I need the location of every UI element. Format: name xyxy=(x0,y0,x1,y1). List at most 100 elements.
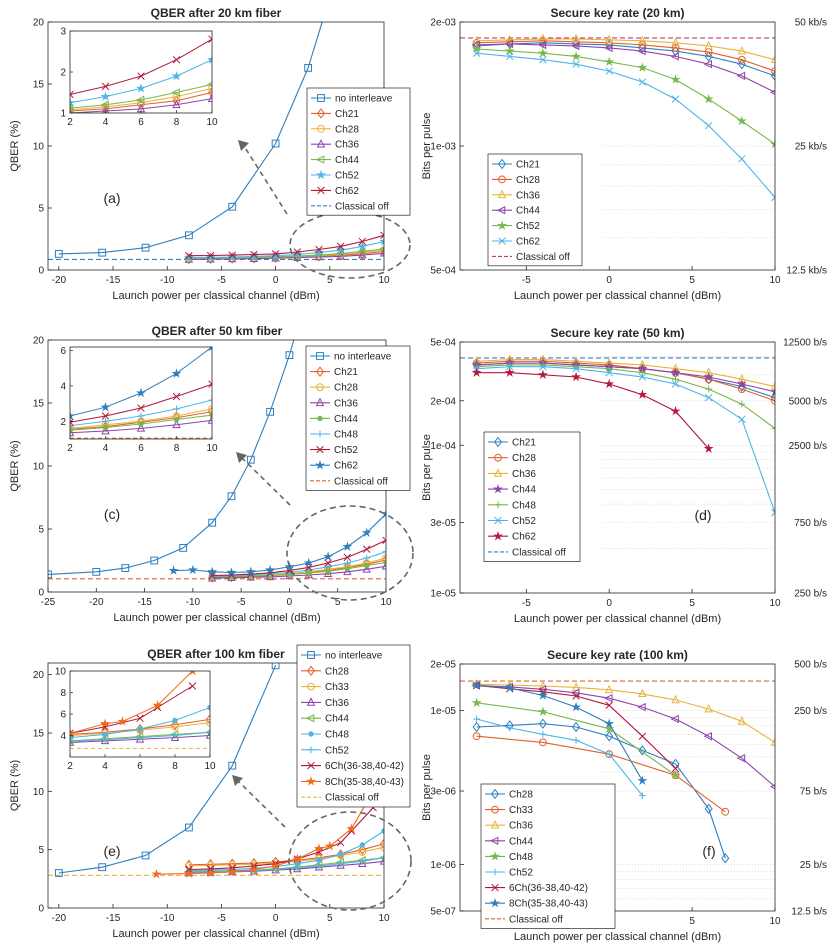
data-point xyxy=(537,47,548,58)
data-point xyxy=(208,84,212,93)
data-point xyxy=(382,554,386,562)
legend-marker xyxy=(494,453,502,462)
series-line xyxy=(212,539,386,577)
data-point xyxy=(136,734,144,742)
legend-label: Ch36 xyxy=(335,140,359,151)
series-line xyxy=(476,702,676,776)
data-point xyxy=(336,251,345,260)
data-point xyxy=(670,405,681,416)
data-point xyxy=(102,424,109,431)
data-point xyxy=(504,682,515,693)
x-tick-label: 5 xyxy=(689,275,695,286)
y-tick-label: 15 xyxy=(33,80,45,91)
legend-marker xyxy=(494,516,502,525)
legend-label: Ch33 xyxy=(509,805,533,816)
data-point xyxy=(100,91,111,101)
data-point xyxy=(173,416,180,423)
legend-label: Ch52 xyxy=(334,445,358,456)
data-point xyxy=(172,55,181,64)
data-point xyxy=(117,716,128,726)
data-point xyxy=(473,715,480,723)
chart-title: Secure key rate (50 km) xyxy=(550,326,684,340)
data-point xyxy=(380,843,384,852)
data-point xyxy=(205,730,210,739)
data-point xyxy=(505,34,514,44)
data-point xyxy=(209,412,212,418)
data-point xyxy=(98,863,107,872)
data-point xyxy=(343,559,351,567)
legend-marker xyxy=(493,436,503,448)
y-axis-label: Bits per pulse xyxy=(421,113,433,180)
zoom-arrow xyxy=(243,145,288,215)
panel-5: Secure key rate (100 km) Launch power per… xyxy=(421,648,827,943)
data-point xyxy=(304,63,313,72)
inset-series xyxy=(70,35,212,113)
inset-y-tick-label: 4 xyxy=(60,381,66,392)
inset-x-tick-label: 8 xyxy=(172,761,178,772)
inset-x-tick-label: 2 xyxy=(67,117,73,128)
data-point xyxy=(571,51,581,61)
data-point xyxy=(769,784,775,790)
data-point xyxy=(314,843,325,853)
data-point xyxy=(207,566,218,577)
series-line xyxy=(188,830,384,872)
data-point xyxy=(358,857,366,865)
y-tick-label: 20 xyxy=(33,670,45,681)
y-tick-label: 3e-06 xyxy=(430,787,456,798)
legend-marker xyxy=(307,746,315,754)
legend: Ch21 Ch28 Ch36 Ch44 Ch48 Ch52 Ch62 Classical of… xyxy=(483,431,581,562)
data-point xyxy=(285,566,294,575)
data-point xyxy=(271,139,280,148)
data-point xyxy=(504,45,515,56)
series-line xyxy=(476,718,643,796)
x-axis-label: Launch power per classical channel (dBm) xyxy=(112,290,319,302)
data-point xyxy=(70,103,74,113)
legend-marker xyxy=(491,883,499,892)
data-point xyxy=(324,840,335,851)
x-tick-label: -15 xyxy=(137,597,152,608)
series-group xyxy=(471,354,775,517)
data-point xyxy=(102,417,109,425)
x-tick-label: 5 xyxy=(327,913,333,924)
data-point xyxy=(737,716,747,725)
legend-marker xyxy=(315,366,325,377)
x-tick-label: -20 xyxy=(52,275,67,286)
data-point xyxy=(358,848,367,856)
x-tick-label: -5 xyxy=(522,275,531,286)
data-point xyxy=(605,365,613,373)
data-point xyxy=(361,527,372,538)
legend-label: Ch52 xyxy=(325,745,349,756)
data-point xyxy=(70,410,75,421)
data-point xyxy=(151,868,162,879)
data-point xyxy=(703,93,714,104)
right-tick-label: 12500 b/s xyxy=(783,338,827,349)
data-point xyxy=(572,60,580,68)
data-point xyxy=(316,857,322,863)
legend-marker xyxy=(316,383,324,392)
data-point xyxy=(638,688,647,698)
data-point xyxy=(704,393,713,402)
data-point xyxy=(138,421,144,427)
right-tick-label: 5000 b/s xyxy=(789,396,827,407)
legend-label: Ch62 xyxy=(334,461,358,472)
data-point xyxy=(343,553,352,562)
series-group xyxy=(471,679,775,864)
data-point xyxy=(504,367,515,377)
data-point xyxy=(136,423,146,432)
y-tick-label: 1e-06 xyxy=(430,860,456,871)
data-point xyxy=(570,41,580,51)
data-point xyxy=(604,378,615,389)
data-point xyxy=(378,855,384,861)
inset-y-tick-label: 2 xyxy=(60,417,66,428)
right-tick-label: 75 b/s xyxy=(800,787,827,798)
data-point xyxy=(363,562,370,569)
legend-marker xyxy=(491,868,499,876)
x-axis-label: Launch power per classical channel (dBm) xyxy=(112,928,319,940)
series-line xyxy=(173,513,386,574)
panel-3: Secure key rate (50 km) Launch power per … xyxy=(421,326,827,625)
legend-marker xyxy=(493,468,503,477)
data-point xyxy=(172,99,181,109)
data-point xyxy=(70,738,74,745)
data-point xyxy=(671,764,680,773)
